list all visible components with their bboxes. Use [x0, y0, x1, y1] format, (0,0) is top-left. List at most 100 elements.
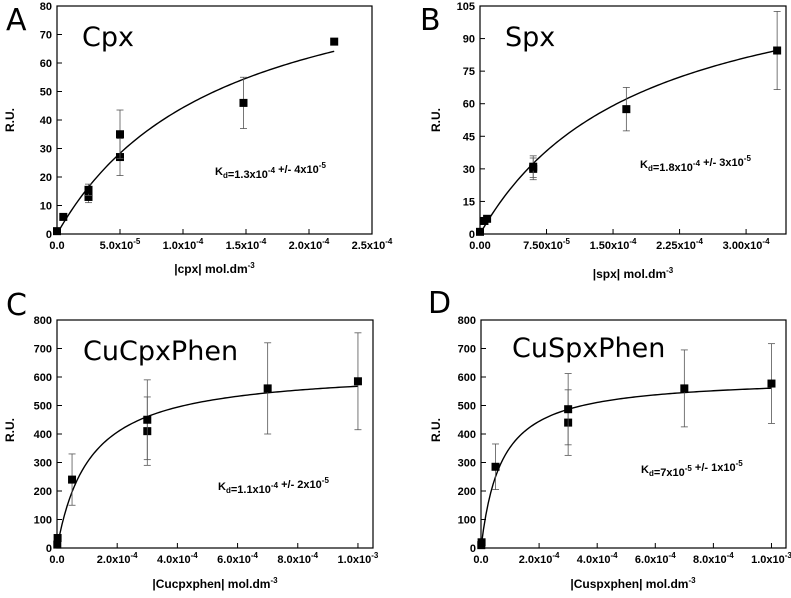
data-point-d — [477, 538, 486, 547]
y-tick-label-b: 30 — [463, 164, 475, 176]
chart-title-c: CuCpxPhen — [83, 336, 238, 367]
y-tick-label-c: 0 — [46, 543, 52, 555]
fit-curve-b — [479, 49, 778, 235]
y-tick-label-c: 500 — [34, 401, 52, 413]
x-tick-label-c: 6.0x10-4 — [217, 551, 258, 566]
axis-ticks-c: 0.0 2.0x10-4 4.0x10-4 6.0x10-4 8.0x10-4 1.0x1… — [34, 315, 379, 566]
data-point-a — [53, 227, 61, 236]
y-tick-label-b: 90 — [463, 34, 475, 46]
axis-ticks-d: 0.0 2.0x10-4 4.0x10-4 6.0x10-4 8.0x10-4 1.0x1… — [458, 315, 791, 566]
data-point-b — [773, 46, 782, 55]
y-tick-label-b: 60 — [463, 99, 475, 111]
data-point-a — [59, 212, 68, 221]
x-axis-label-c: |Cucpxphen| mol.dm-3 — [152, 576, 278, 591]
data-point-a — [330, 37, 339, 46]
x-tick-label-c: 2.0x10-4 — [97, 551, 138, 566]
data-point-b — [529, 162, 538, 171]
fit-curve-c — [56, 385, 358, 549]
data-point-c — [53, 540, 62, 549]
panel-letter-a: A — [6, 3, 27, 38]
x-tick-label-a: 5.0x10-5 — [100, 237, 141, 252]
data-point-a — [116, 130, 124, 139]
y-tick-label-c: 300 — [34, 458, 52, 470]
data-marks-a — [53, 37, 339, 236]
data-point-d — [767, 379, 776, 388]
fit-curve-d — [480, 387, 772, 549]
data-point-a — [84, 185, 93, 194]
data-point-c — [143, 415, 152, 424]
y-axis-label-b: R.U. — [429, 108, 443, 132]
y-tick-label-a: 70 — [40, 30, 52, 42]
y-tick-label-a: 0 — [46, 229, 52, 241]
data-marks-c — [53, 332, 362, 549]
x-tick-label-c: 1.0x10-3 — [338, 551, 379, 566]
chart-title-a: Cpx — [82, 22, 134, 53]
axis-ticks-a: 0.0 5.0x10-5 1.0x10-4 1.5x10-4 2.0x10-4 2.5x1… — [40, 1, 393, 252]
data-marks-d — [477, 343, 776, 550]
plot-frame-b — [479, 5, 787, 235]
x-tick-label-a: 1.0x10-4 — [163, 237, 204, 252]
y-tick-label-b: 45 — [463, 131, 475, 143]
x-tick-label-d: 4.0x10-4 — [577, 551, 618, 566]
y-tick-label-c: 700 — [34, 344, 52, 356]
y-axis-label-a: R.U. — [3, 108, 17, 132]
y-tick-label-c: 400 — [34, 429, 52, 441]
data-point-c — [53, 534, 62, 543]
x-tick-label-d: 1.0x10-3 — [751, 551, 791, 566]
y-tick-label-a: 30 — [40, 144, 52, 156]
panel-b: B Spx R.U. |spx| mol.dm-3 Kd=1.8x10-4 +/… — [420, 1, 787, 281]
x-axis-label-a: |cpx| mol.dm-3 — [174, 261, 255, 276]
data-marks-b — [476, 11, 782, 236]
panel-letter-d: D — [428, 286, 451, 321]
y-tick-label-d: 600 — [458, 372, 476, 384]
y-tick-label-d: 200 — [458, 486, 476, 498]
y-tick-label-d: 100 — [458, 515, 476, 527]
kd-annotation-d: Kd=7x10-5 +/- 1x10-5 — [641, 459, 743, 479]
data-point-b — [476, 227, 484, 236]
y-tick-label-c: 600 — [34, 372, 52, 384]
x-tick-label-d: 0.0 — [473, 554, 488, 566]
x-tick-label-c: 0.0 — [49, 554, 64, 566]
data-point-d — [564, 405, 573, 414]
y-tick-label-b: 105 — [457, 1, 475, 13]
y-tick-label-d: 300 — [458, 458, 476, 470]
x-tick-label-b: 1.50x10-4 — [590, 237, 637, 252]
x-tick-label-d: 6.0x10-4 — [635, 551, 676, 566]
x-tick-label-a: 0.0 — [49, 240, 64, 252]
panel-d: D CuSpxPhen R.U. |Cuspxphen| mol.dm-3 Kd… — [428, 286, 791, 591]
y-tick-label-a: 20 — [40, 172, 52, 184]
y-tick-label-d: 400 — [458, 429, 476, 441]
y-tick-label-c: 200 — [34, 486, 52, 498]
x-tick-label-a: 2.0x10-4 — [289, 237, 330, 252]
panel-c: C CuCpxPhen R.U. |Cucpxphen| mol.dm-3 Kd… — [3, 288, 379, 591]
y-tick-label-d: 0 — [470, 543, 476, 555]
y-tick-label-b: 75 — [463, 66, 475, 78]
y-axis-label-d: R.U. — [429, 418, 443, 442]
x-tick-label-c: 4.0x10-4 — [157, 551, 198, 566]
y-tick-label-a: 60 — [40, 58, 52, 70]
y-axis-label-c: R.U. — [3, 418, 17, 442]
x-tick-label-a: 2.5x10-4 — [352, 237, 393, 252]
y-tick-label-a: 40 — [40, 115, 52, 127]
x-tick-label-c: 8.0x10-4 — [277, 551, 318, 566]
data-point-d — [491, 462, 500, 471]
y-tick-label-d: 700 — [458, 344, 476, 356]
chart-title-d: CuSpxPhen — [512, 333, 665, 364]
data-point-a — [84, 192, 93, 201]
x-tick-label-a: 1.5x10-4 — [226, 237, 267, 252]
x-tick-label-b: 0.00 — [469, 240, 490, 252]
fit-curve-a — [56, 50, 335, 235]
kd-annotation-a: Kd=1.3x10-4 +/- 4x10-5 — [215, 161, 326, 181]
y-tick-label-c: 100 — [34, 515, 52, 527]
x-tick-label-b: 7.50x10-5 — [523, 237, 570, 252]
y-tick-label-a: 10 — [40, 201, 52, 213]
y-tick-label-b: 0 — [469, 229, 475, 241]
data-point-b — [483, 214, 492, 223]
data-point-c — [68, 475, 77, 484]
data-point-d — [680, 384, 689, 393]
y-tick-label-a: 50 — [40, 87, 52, 99]
y-tick-label-a: 80 — [40, 1, 52, 13]
kd-annotation-c: Kd=1.1x10-4 +/- 2x10-5 — [218, 476, 329, 496]
kd-annotation-b: Kd=1.8x10-4 +/- 3x10-5 — [640, 154, 751, 174]
x-tick-label-b: 3.00x10-4 — [723, 237, 770, 252]
